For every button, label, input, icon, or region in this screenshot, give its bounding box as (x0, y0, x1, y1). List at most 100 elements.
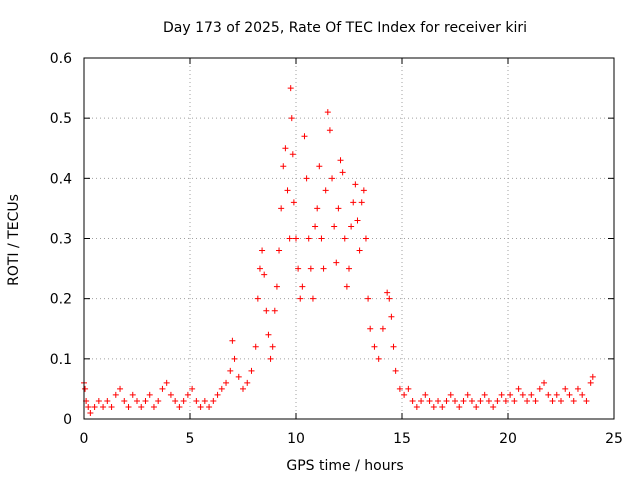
data-point (278, 205, 285, 212)
data-point (223, 379, 230, 386)
data-point (331, 223, 338, 230)
data-point (536, 385, 543, 392)
data-point (289, 151, 296, 158)
data-point (532, 397, 539, 404)
data-point (481, 391, 488, 398)
data-point (273, 283, 280, 290)
data-point (515, 385, 522, 392)
data-point (524, 397, 531, 404)
data-point (329, 175, 336, 182)
data-point (231, 355, 238, 362)
data-point (95, 397, 102, 404)
data-point (314, 205, 321, 212)
data-point (409, 397, 416, 404)
data-point (125, 403, 132, 410)
data-point (206, 403, 213, 410)
data-point (494, 397, 501, 404)
data-point (138, 403, 145, 410)
y-axis-title: ROTI / TECUs (6, 194, 22, 286)
data-point (180, 397, 187, 404)
data-point (280, 163, 287, 170)
data-point (248, 367, 255, 374)
y-tick-label: 0.4 (50, 171, 72, 187)
data-point (430, 403, 437, 410)
chart-title: Day 173 of 2025, Rate Of TEC Index for r… (163, 20, 527, 36)
data-point (367, 325, 374, 332)
data-point (193, 397, 200, 404)
data-point (227, 367, 234, 374)
data-point (163, 379, 170, 386)
y-tick-label: 0.1 (50, 352, 72, 368)
data-point (519, 391, 526, 398)
data-point (343, 283, 350, 290)
data-point (286, 235, 293, 242)
data-point (282, 145, 289, 152)
data-point (426, 397, 433, 404)
y-tick-label: 0.3 (50, 232, 72, 248)
data-point (267, 355, 274, 362)
y-tick-label: 0.6 (50, 51, 72, 67)
data-point (502, 397, 509, 404)
data-point (468, 397, 475, 404)
data-point (117, 385, 124, 392)
data-point (390, 343, 397, 350)
data-point (261, 271, 268, 278)
data-point (189, 385, 196, 392)
data-point (435, 397, 442, 404)
data-point (570, 397, 577, 404)
data-point (271, 307, 278, 314)
grid (84, 58, 614, 419)
data-point (184, 391, 191, 398)
data-point (549, 397, 556, 404)
data-point (566, 391, 573, 398)
data-point (439, 403, 446, 410)
data-point (197, 403, 204, 410)
data-marks (81, 85, 596, 416)
data-point (335, 205, 342, 212)
data-point (293, 235, 299, 242)
data-point (460, 397, 467, 404)
data-point (309, 295, 316, 302)
data-point (218, 385, 225, 392)
data-point (297, 295, 304, 302)
data-point (167, 391, 174, 398)
data-point (339, 169, 346, 176)
data-point (553, 391, 560, 398)
data-point (235, 373, 242, 380)
data-point (159, 385, 166, 392)
data-point (365, 295, 372, 302)
data-point (477, 397, 484, 404)
data-point (507, 391, 514, 398)
data-point (259, 247, 266, 254)
data-point (348, 223, 355, 230)
data-point (263, 307, 270, 314)
data-point (333, 259, 340, 266)
data-point (229, 337, 236, 344)
data-point (256, 265, 263, 272)
data-point (375, 355, 382, 362)
data-point (574, 385, 581, 392)
x-tick-label: 25 (605, 431, 623, 447)
data-point (384, 289, 391, 296)
data-point (337, 157, 344, 164)
y-tick-label: 0 (63, 412, 72, 428)
data-point (265, 331, 272, 338)
data-point (341, 235, 348, 242)
data-point (422, 391, 429, 398)
data-point (447, 391, 454, 398)
data-point (254, 295, 261, 302)
data-point (85, 403, 92, 410)
data-point (401, 391, 408, 398)
x-tick-label: 5 (186, 431, 195, 447)
data-point (346, 265, 352, 272)
y-axis: 0 0.1 0.2 0.3 0.4 0.5 0.6 (50, 51, 614, 428)
data-point (290, 199, 297, 206)
data-point (82, 385, 89, 392)
data-point (558, 397, 564, 404)
data-point (284, 187, 291, 194)
data-point (545, 391, 552, 398)
data-point (443, 397, 450, 404)
data-point (210, 397, 217, 404)
data-point (100, 403, 107, 410)
